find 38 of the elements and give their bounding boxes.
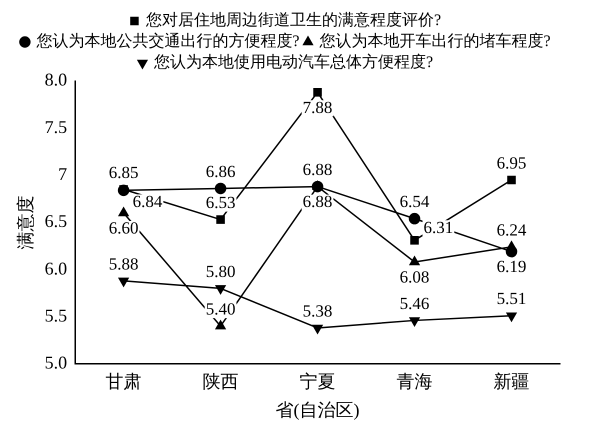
- y-tick-label: 5.0: [44, 352, 68, 373]
- x-tick-label: 青海: [396, 371, 433, 392]
- x-tick-label: 新疆: [494, 371, 530, 392]
- legend-label: 您认为本地开车出行的堵车程度?: [318, 32, 551, 50]
- data-label: 6.08: [400, 267, 430, 286]
- data-label: 6.84: [132, 192, 163, 211]
- data-label: 6.85: [108, 162, 138, 182]
- x-tick-label: 宁夏: [300, 371, 336, 392]
- legend-label: 您认为本地公共交通出行的方便程度?: [35, 32, 300, 50]
- data-label: 6.31: [424, 218, 454, 237]
- x-tick-label: 甘肃: [106, 371, 142, 392]
- data-label: 6.24: [496, 220, 527, 240]
- data-label: 5.88: [108, 254, 138, 274]
- data-label: 6.54: [400, 192, 430, 212]
- y-tick-label: 6.5: [44, 211, 68, 232]
- data-label: 6.19: [496, 257, 526, 276]
- data-label: 5.51: [496, 289, 526, 308]
- x-axis-title: 省(自治区): [276, 400, 360, 420]
- data-label: 6.86: [206, 162, 236, 181]
- data-label: 6.88: [302, 160, 332, 180]
- x-tick-label: 陕西: [202, 371, 239, 392]
- y-tick-label: 7.5: [44, 116, 68, 137]
- legend-label: 您认为本地使用电动汽车总体方便程度?: [152, 53, 434, 72]
- data-label: 7.88: [302, 98, 332, 117]
- y-tick-label: 5.5: [44, 305, 68, 326]
- data-label: 6.95: [496, 153, 526, 172]
- legend-label: 您对居住地周边街道卫生的满意程度评价?: [144, 11, 442, 30]
- data-label: 6.53: [206, 193, 236, 212]
- data-label: 5.38: [302, 301, 332, 320]
- data-label: 6.88: [302, 192, 332, 212]
- y-tick-label: 8.0: [44, 70, 68, 90]
- data-label: 5.46: [400, 294, 430, 313]
- y-axis-title: 满意度: [16, 195, 36, 250]
- y-tick-label: 7: [58, 164, 68, 184]
- data-label: 5.40: [206, 300, 236, 319]
- y-tick-label: 6.0: [44, 258, 68, 278]
- data-label: 6.60: [108, 218, 138, 238]
- data-label: 5.80: [206, 262, 236, 281]
